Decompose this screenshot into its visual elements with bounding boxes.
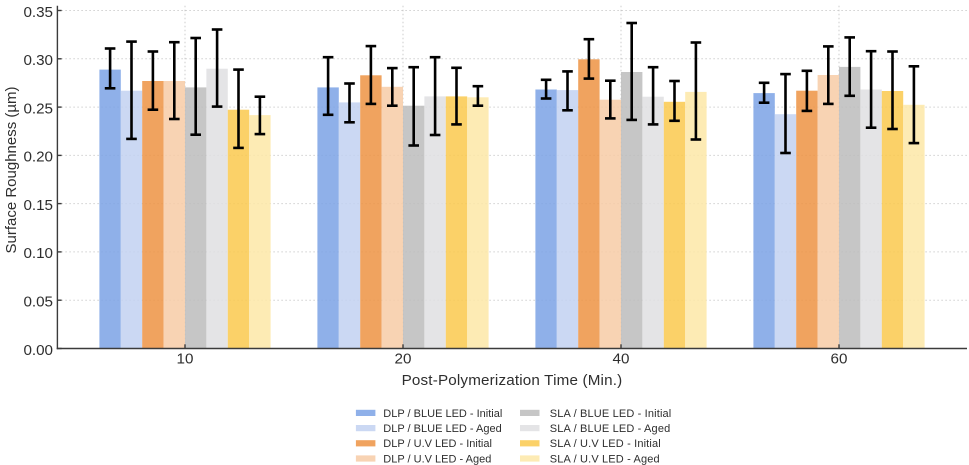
svg-text:DLP / U.V LED - Aged: DLP / U.V LED - Aged xyxy=(383,453,491,465)
svg-text:0.05: 0.05 xyxy=(23,294,53,311)
svg-text:0.10: 0.10 xyxy=(23,245,53,262)
svg-text:SLA / U.V LED - Initial: SLA / U.V LED - Initial xyxy=(550,438,661,450)
svg-text:Post-Polymerization Time (Min.: Post-Polymerization Time (Min.) xyxy=(402,372,623,389)
svg-text:0.30: 0.30 xyxy=(23,52,53,69)
svg-text:Surface Roughness (µm): Surface Roughness (µm) xyxy=(3,86,20,253)
svg-text:DLP / BLUE LED - Aged: DLP / BLUE LED - Aged xyxy=(383,423,501,435)
svg-text:SLA / BLUE LED - Aged: SLA / BLUE LED - Aged xyxy=(550,423,671,435)
svg-text:60: 60 xyxy=(831,350,848,367)
svg-text:SLA / U.V LED - Aged: SLA / U.V LED - Aged xyxy=(550,453,660,465)
svg-text:0.35: 0.35 xyxy=(23,4,53,21)
svg-text:0.15: 0.15 xyxy=(23,197,53,214)
svg-text:40: 40 xyxy=(613,350,630,367)
svg-text:20: 20 xyxy=(395,350,412,367)
svg-text:0.00: 0.00 xyxy=(23,342,53,359)
svg-text:0.20: 0.20 xyxy=(23,149,53,166)
svg-text:DLP / BLUE LED - Initial: DLP / BLUE LED - Initial xyxy=(383,408,502,420)
svg-text:SLA / BLUE LED - Initial: SLA / BLUE LED - Initial xyxy=(550,408,672,420)
svg-text:DLP / U.V LED - Initial: DLP / U.V LED - Initial xyxy=(383,438,492,450)
svg-text:10: 10 xyxy=(177,350,194,367)
svg-text:0.25: 0.25 xyxy=(23,100,53,117)
